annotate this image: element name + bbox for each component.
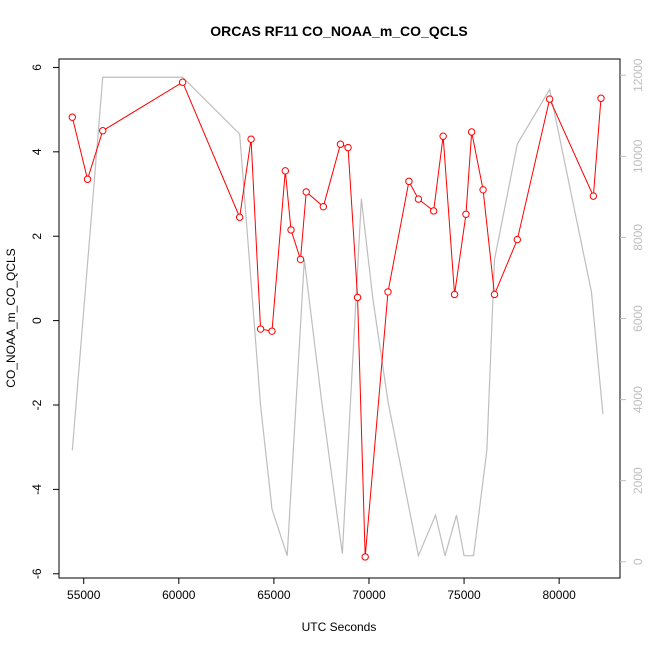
- x-axis-label: UTC Seconds: [302, 620, 377, 634]
- x-tick-label: 60000: [162, 588, 196, 602]
- data-point: [344, 143, 352, 152]
- data-point: [235, 213, 244, 221]
- y-axis: -6 -4 -2 0 2 4 6: [30, 64, 59, 579]
- x-tick-label: 75000: [447, 588, 481, 602]
- data-point: [414, 195, 423, 203]
- y-tick-label: -4: [30, 484, 44, 495]
- data-point: [287, 226, 295, 234]
- series-primary-line: [71, 81, 602, 557]
- x-tick-label: 65000: [257, 588, 291, 602]
- data-point: [302, 188, 310, 196]
- y-tick-label: 6: [30, 64, 44, 71]
- y-tick-label: -6: [30, 568, 44, 579]
- data-point: [68, 113, 77, 121]
- data-point: [83, 175, 92, 183]
- data-point: [319, 202, 328, 211]
- chart-title: ORCAS RF11 CO_NOAA_m_CO_QCLS: [210, 23, 468, 39]
- data-point: [467, 128, 476, 136]
- y2-tick-label: 0: [631, 558, 645, 565]
- data-point: [450, 290, 459, 299]
- data-point: [384, 288, 392, 296]
- data-point: [439, 132, 447, 140]
- y2-tick-label: 10000: [631, 139, 645, 173]
- data-point: [405, 177, 413, 186]
- data-point: [281, 167, 290, 175]
- data-point: [429, 207, 438, 215]
- x-tick-label: 55000: [67, 588, 101, 602]
- y2-tick-label: 6000: [631, 305, 645, 332]
- data-point: [353, 293, 362, 302]
- data-point: [99, 127, 107, 135]
- data-point: [597, 94, 605, 102]
- y2-tick-label: 4000: [631, 386, 645, 413]
- data-point: [479, 186, 487, 194]
- y-axis-label: CO_NOAA_m_CO_QCLS: [4, 248, 18, 387]
- x-tick-label: 80000: [542, 588, 576, 602]
- series-layer: [68, 76, 605, 561]
- x-tick-label: 70000: [352, 588, 386, 602]
- y-tick-label: -2: [30, 399, 44, 410]
- data-point: [296, 255, 305, 264]
- plot-area: [58, 58, 621, 579]
- y2-tick-label: 8000: [631, 224, 645, 251]
- y-tick-label: 4: [30, 148, 44, 155]
- y2-axis: 0 2000 4000 6000 8000 10000 12000: [620, 58, 645, 565]
- data-point: [513, 235, 522, 244]
- y-tick-label: 0: [30, 317, 44, 324]
- series-secondary-line: [71, 76, 604, 558]
- y2-tick-label: 12000: [631, 58, 645, 92]
- data-point: [256, 325, 265, 333]
- data-point: [336, 140, 345, 148]
- data-point: [361, 553, 369, 561]
- y-tick-label: 2: [30, 233, 44, 240]
- x-axis: 55000 60000 65000 70000 75000 80000: [67, 578, 576, 602]
- data-point: [490, 290, 499, 299]
- data-point: [178, 78, 187, 86]
- y2-tick-label: 2000: [631, 467, 645, 494]
- data-point: [247, 135, 255, 143]
- data-point: [268, 327, 276, 335]
- data-point: [545, 95, 554, 103]
- data-point: [589, 192, 598, 200]
- data-point: [462, 210, 470, 218]
